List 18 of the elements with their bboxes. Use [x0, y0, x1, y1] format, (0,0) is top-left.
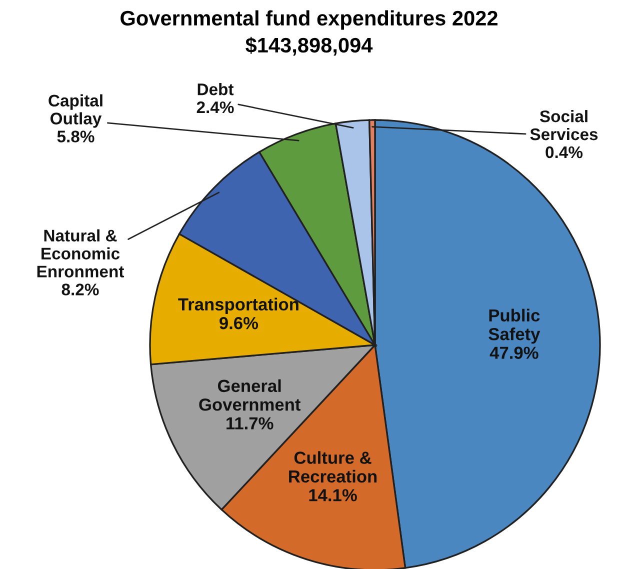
slice-label: Culture & Recreation: [289, 451, 377, 483]
slice-label: General Government: [199, 379, 301, 411]
data-label: 5.8%: [57, 130, 94, 142]
data-label: 0.4%: [546, 146, 583, 158]
slice-label: Public Safety: [488, 308, 540, 344]
chart-title: Governmental fund expenditures 2022: [120, 10, 498, 30]
data-label: 47.9%: [490, 346, 538, 359]
data-label: 11.7%: [226, 417, 274, 430]
slice-label: Natural & Economic Enronment: [37, 229, 124, 278]
data-label: 9.6%: [220, 316, 258, 330]
slice-label: Capital Outlay: [48, 94, 102, 128]
slice-label: Social Services: [530, 110, 598, 140]
slice-label: Debt: [198, 83, 234, 96]
data-label: 14.1%: [309, 489, 357, 502]
data-label: 8.2%: [62, 284, 99, 296]
slice-label: Transportation: [178, 298, 298, 314]
data-label: 2.4%: [196, 101, 234, 114]
chart-subtitle: $143,898,094: [246, 36, 373, 56]
